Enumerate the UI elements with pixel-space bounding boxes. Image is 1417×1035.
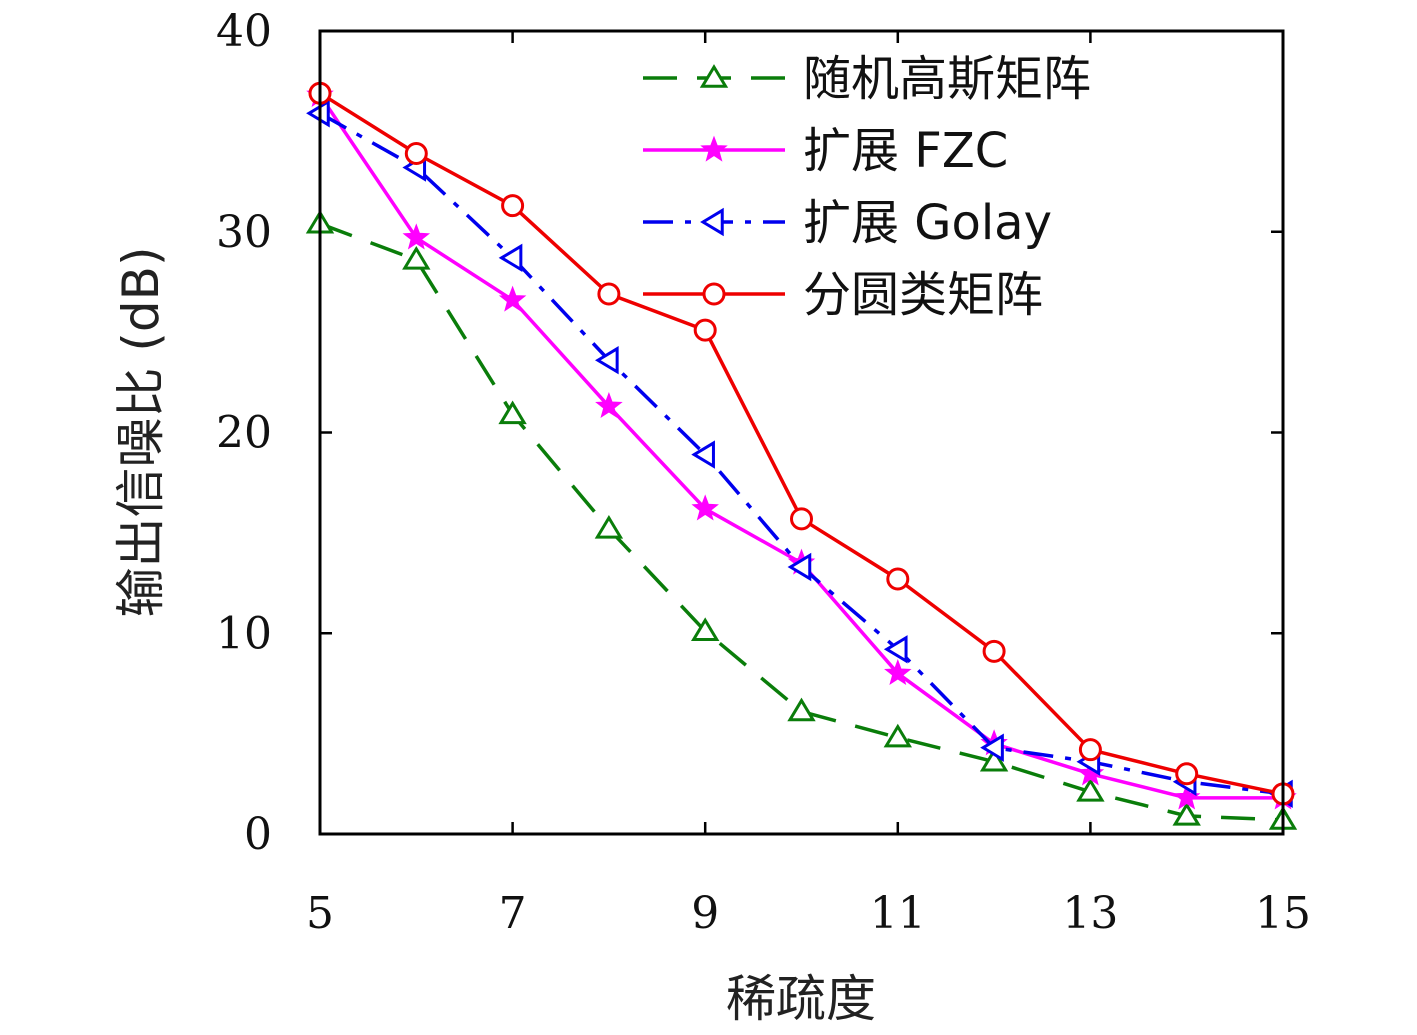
legend-item-4: 分圆类矩阵 (643, 267, 1043, 323)
series-layer (305, 80, 1298, 830)
legend-marker (702, 282, 726, 306)
y-tick-label: 0 (244, 809, 272, 860)
data-point (884, 658, 912, 686)
plot-area-frame (318, 29, 1285, 836)
legend-marker (699, 64, 729, 88)
data-point (402, 245, 431, 270)
data-point (498, 285, 527, 312)
data-point (1172, 802, 1201, 826)
x-tick-label: 15 (1255, 888, 1311, 939)
data-point (883, 635, 908, 664)
legend-marker (700, 207, 724, 237)
series-3 (306, 99, 1293, 809)
legend-item-1: 随机高斯矩阵 (643, 51, 1091, 107)
data-point (402, 223, 431, 250)
data-point (787, 697, 816, 722)
x-tick-label: 5 (306, 888, 334, 939)
y-tick-labels: 0 10 20 30 40 (216, 6, 272, 860)
data-point (594, 346, 619, 375)
series-4 (308, 81, 1295, 806)
x-axis-title: 稀疏度 (726, 970, 876, 1028)
legend-label: 分圆类矩阵 (803, 267, 1043, 323)
data-point (498, 243, 523, 273)
data-point (691, 494, 719, 521)
data-point (982, 639, 1006, 663)
legend-label: 扩展 Golay (803, 195, 1052, 251)
y-tick-label: 20 (216, 408, 272, 459)
x-tick-label: 11 (870, 888, 926, 939)
data-point (498, 400, 527, 425)
data-point (691, 617, 720, 641)
data-point (594, 514, 624, 539)
series-line (318, 94, 1283, 800)
x-tick-labels: 5 7 9 11 13 15 (306, 888, 1311, 939)
y-tick-label: 10 (216, 608, 272, 659)
data-point (886, 567, 910, 591)
data-point (597, 282, 621, 306)
y-tick-label: 30 (216, 207, 272, 258)
data-point (980, 733, 1004, 762)
data-point (1076, 777, 1105, 802)
data-point (790, 507, 813, 531)
data-point (404, 141, 428, 165)
series-line (319, 222, 1284, 822)
x-tick-label: 13 (1062, 888, 1118, 939)
data-point (501, 194, 525, 218)
legend-label: 扩展 FZC (803, 123, 1008, 179)
legend-item-3: 扩展 Golay (643, 195, 1052, 251)
series-line (319, 91, 1284, 796)
x-tick-label: 9 (691, 888, 719, 939)
data-point (1175, 762, 1199, 786)
data-point (595, 391, 623, 419)
data-point (883, 723, 912, 748)
x-tick-label: 7 (499, 888, 527, 939)
y-tick-label: 40 (216, 6, 272, 57)
y-axis-title: 输出信噪比 (dB) (112, 247, 170, 618)
legend-marker (700, 135, 728, 162)
legend-item-2: 扩展 FZC (643, 123, 1008, 179)
data-point (691, 440, 715, 469)
data-point (1078, 738, 1102, 762)
legend-label: 随机高斯矩阵 (803, 51, 1091, 107)
series-line (319, 111, 1284, 796)
data-point (979, 747, 1009, 772)
data-point (787, 552, 812, 582)
data-point (693, 318, 717, 342)
